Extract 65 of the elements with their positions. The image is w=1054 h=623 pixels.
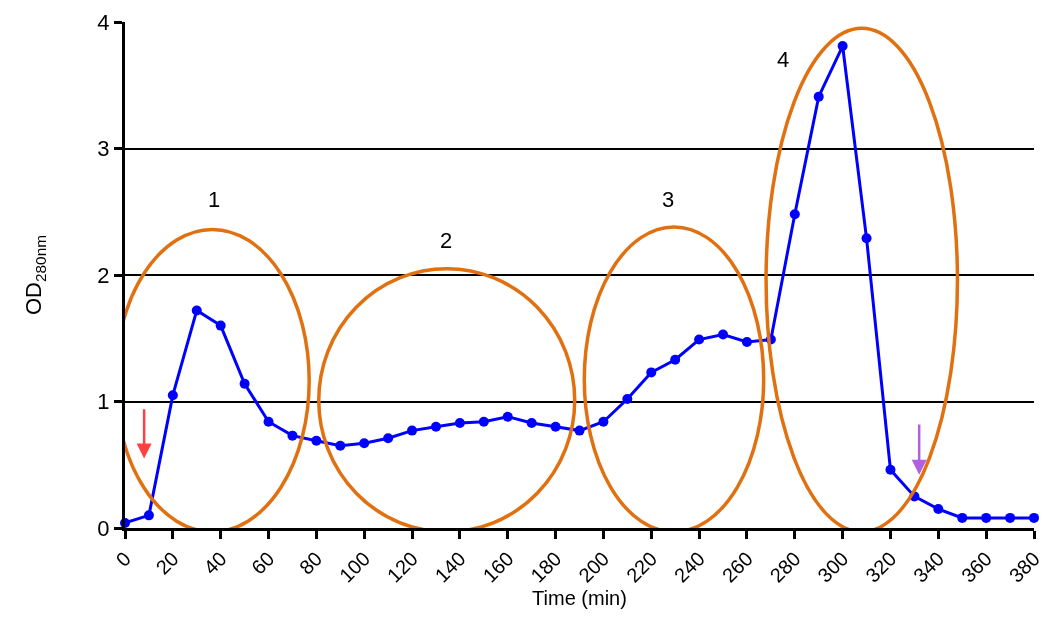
point <box>407 425 418 436</box>
annotation: 4 <box>777 47 790 72</box>
point <box>957 512 968 523</box>
annotation: 3 <box>662 187 675 212</box>
point <box>694 334 705 345</box>
point <box>670 354 681 365</box>
x-tick-label: 100 <box>334 547 375 587</box>
point <box>622 393 633 404</box>
point <box>646 367 657 378</box>
y-tick-label: 2 <box>97 262 110 288</box>
point <box>454 418 465 429</box>
point <box>861 233 872 244</box>
x-tick-label: 300 <box>813 547 853 587</box>
x-tick-label: 60 <box>247 547 279 579</box>
point <box>1005 512 1016 523</box>
y-tick-label: 1 <box>97 389 110 415</box>
point <box>837 41 848 52</box>
point <box>933 504 944 515</box>
point <box>789 209 800 220</box>
point <box>263 416 274 427</box>
x-tick-label: 380 <box>1004 547 1044 587</box>
point <box>239 378 250 389</box>
point <box>287 430 298 441</box>
x-tick-label: 260 <box>717 547 757 587</box>
point <box>981 512 992 523</box>
point <box>383 433 394 444</box>
x-tick-label: 120 <box>382 547 422 587</box>
point <box>813 91 824 102</box>
point <box>741 337 752 348</box>
y-tick-label: 0 <box>97 515 110 541</box>
x-tick-label: 280 <box>765 547 805 587</box>
point <box>167 390 178 401</box>
point <box>718 329 729 340</box>
x-tick-label: 360 <box>956 547 997 587</box>
point <box>215 320 226 331</box>
x-tick-label: 80 <box>294 547 327 579</box>
x-tick-label: 240 <box>669 547 710 587</box>
point <box>1029 512 1039 523</box>
point <box>359 438 370 449</box>
point <box>885 464 896 475</box>
point <box>311 435 322 446</box>
x-tick-label: 140 <box>430 547 470 587</box>
point <box>598 416 609 427</box>
x-axis-title: Time (min) <box>532 587 627 609</box>
point <box>191 305 202 316</box>
x-tick-label: 180 <box>526 547 566 587</box>
x-tick-label: 20 <box>151 547 183 579</box>
point <box>574 425 585 436</box>
point <box>478 416 489 427</box>
point <box>550 421 561 432</box>
x-tick-label: 200 <box>574 547 614 587</box>
point <box>143 510 154 521</box>
x-tick-label: 40 <box>199 547 231 579</box>
point <box>335 440 346 451</box>
y-tick-label: 4 <box>97 9 110 35</box>
x-tick-label: 220 <box>622 547 662 587</box>
annotation: 1 <box>208 187 221 212</box>
x-tick-label: 320 <box>861 547 901 587</box>
point <box>430 421 441 432</box>
x-tick-label: 340 <box>909 547 949 587</box>
x-tick-label: 160 <box>478 547 518 587</box>
point <box>526 418 537 429</box>
annotation: 2 <box>440 228 453 253</box>
y-tick-label: 3 <box>97 136 110 162</box>
point <box>502 411 513 422</box>
